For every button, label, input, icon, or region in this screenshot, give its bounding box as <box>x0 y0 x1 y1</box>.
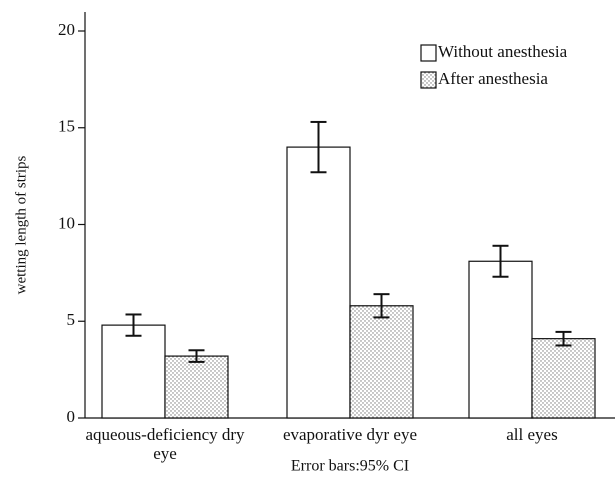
x-tick-label: all eyes <box>506 425 558 444</box>
bar <box>531 338 596 419</box>
bar <box>101 324 166 419</box>
legend-label: Without anesthesia <box>438 42 568 61</box>
y-tick-label: 10 <box>58 213 75 232</box>
bar <box>349 305 414 419</box>
x-tick-label: aqueous-deficiency dry eye <box>85 425 245 463</box>
x-tick-label: evaporative dyr eye <box>282 425 418 444</box>
bar <box>468 260 533 419</box>
legend-swatch <box>420 71 437 89</box>
y-tick-label: 20 <box>58 20 75 39</box>
legend-swatch <box>420 44 437 62</box>
y-tick-label: 5 <box>67 310 76 329</box>
bar <box>286 146 351 419</box>
y-tick-label: 15 <box>58 117 75 136</box>
bar <box>164 355 229 419</box>
footnote: Error bars:95% CI <box>291 458 409 475</box>
y-axis-label: wetting length of strips <box>13 155 29 294</box>
y-tick-label: 0 <box>67 407 76 426</box>
legend-label: After anesthesia <box>438 69 548 88</box>
